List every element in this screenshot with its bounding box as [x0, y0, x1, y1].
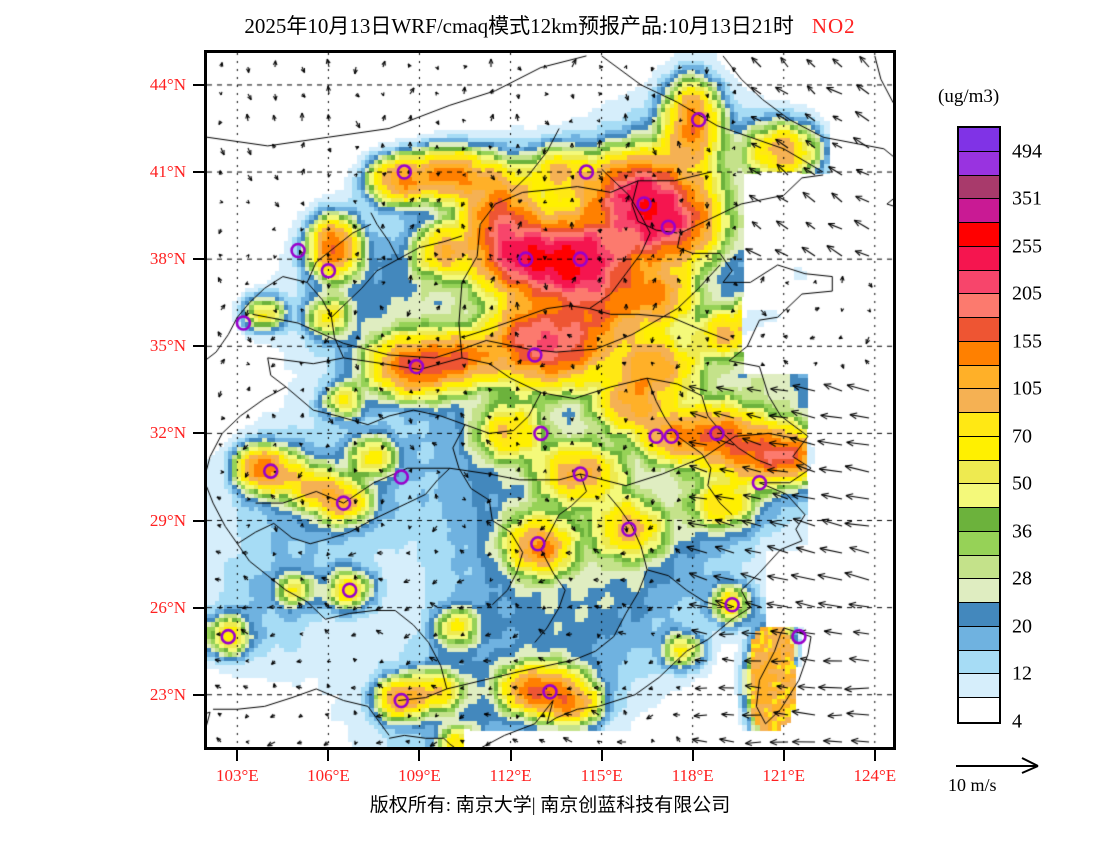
colorbar-tick-255: 255 [1012, 235, 1042, 258]
colorbar-tick-12: 12 [1012, 662, 1032, 685]
colorbar-tick-105: 105 [1012, 377, 1042, 400]
colorbar-tick-20: 20 [1012, 615, 1032, 638]
y-axis-label-44N: 44°N [149, 74, 186, 94]
colorbar-band[interactable] [959, 579, 999, 603]
x-axis-label-103E: 103°E [216, 766, 259, 785]
y-axis-label-26N: 26°N [149, 597, 186, 617]
colorbar-tick-205: 205 [1012, 282, 1042, 305]
colorbar-units-label: (ug/m3) [938, 86, 1000, 107]
colorbar-band[interactable] [959, 175, 999, 200]
colorbar-band[interactable] [959, 460, 999, 485]
y-axis-label-38N: 38°N [149, 249, 186, 269]
y-axis-tick [193, 83, 204, 86]
colorbar-band[interactable] [959, 294, 999, 318]
x-axis-tick [327, 750, 330, 761]
x-axis-label-109E: 109°E [398, 766, 441, 785]
colorbar-band[interactable] [959, 223, 999, 247]
x-axis-label-121E: 121°E [762, 766, 806, 785]
colorbar-tick-494: 494 [1012, 140, 1042, 163]
colorbar-band[interactable] [959, 436, 999, 461]
colorbar-band[interactable] [959, 626, 999, 651]
colorbar-band[interactable] [959, 413, 999, 437]
x-axis-label-124E: 124°E [853, 766, 897, 785]
x-axis-label-118E: 118°E [671, 766, 714, 785]
x-axis-tick [782, 750, 785, 761]
colorbar-tick-28: 28 [1012, 567, 1032, 590]
y-axis-label-23N: 23°N [149, 684, 186, 704]
y-axis-label-32N: 32°N [149, 423, 186, 443]
y-axis-tick [193, 171, 204, 174]
x-axis-label-115E: 115°E [580, 766, 623, 785]
colorbar-band[interactable] [959, 246, 999, 271]
colorbar-band[interactable] [959, 389, 999, 413]
y-axis-tick [193, 606, 204, 609]
y-axis-tick [193, 693, 204, 696]
y-axis-tick [193, 345, 204, 348]
x-axis-tick [509, 750, 512, 761]
colorbar-band[interactable] [959, 555, 999, 580]
colorbar-band[interactable] [959, 508, 999, 532]
x-axis-tick [691, 750, 694, 761]
colorbar-band[interactable] [959, 603, 999, 627]
chart-title: 2025年10月13日WRF/cmaq模式12km预报产品:10月13日21时 … [0, 10, 1100, 44]
map-plot-area[interactable] [204, 50, 896, 750]
species-label: NO2 [811, 14, 856, 38]
y-axis-tick [193, 519, 204, 522]
y-axis-label-41N: 41°N [149, 162, 186, 182]
x-axis-tick [873, 750, 876, 761]
colorbar-tick-70: 70 [1012, 425, 1032, 448]
title-text: 2025年10月13日WRF/cmaq模式12km预报产品:10月13日21时 [244, 14, 794, 38]
colorbar-tick-4: 4 [1012, 710, 1022, 733]
colorbar-band[interactable] [959, 531, 999, 556]
x-axis-tick [418, 750, 421, 761]
y-axis-tick [193, 258, 204, 261]
wind-reference-arrow-icon [956, 757, 1039, 774]
wind-reference-label: 10 m/s [948, 775, 997, 795]
colorbar-band[interactable] [959, 650, 999, 675]
y-axis-label-35N: 35°N [149, 336, 186, 356]
y-axis-tick [193, 432, 204, 435]
colorbar[interactable] [957, 126, 1001, 724]
x-axis-tick [600, 750, 603, 761]
y-axis-label-29N: 29°N [149, 510, 186, 530]
colorbar-band[interactable] [959, 128, 999, 152]
x-axis-label-106E: 106°E [307, 766, 350, 785]
colorbar-band[interactable] [959, 484, 999, 508]
copyright-footer: 版权所有: 南京大学| 南京创蓝科技有限公司 [369, 795, 731, 816]
colorbar-band[interactable] [959, 318, 999, 342]
colorbar-band[interactable] [959, 199, 999, 223]
colorbar-tick-36: 36 [1012, 520, 1032, 543]
colorbar-band[interactable] [959, 270, 999, 295]
x-axis-tick [236, 750, 239, 761]
colorbar-tick-351: 351 [1012, 187, 1042, 210]
x-axis-label-112E: 112°E [489, 766, 532, 785]
colorbar-band[interactable] [959, 698, 999, 722]
colorbar-band[interactable] [959, 151, 999, 176]
colorbar-band[interactable] [959, 341, 999, 366]
colorbar-tick-155: 155 [1012, 330, 1042, 353]
colorbar-band[interactable] [959, 365, 999, 390]
colorbar-tick-50: 50 [1012, 472, 1032, 495]
no2-concentration-map[interactable] [207, 53, 893, 747]
colorbar-band[interactable] [959, 674, 999, 698]
